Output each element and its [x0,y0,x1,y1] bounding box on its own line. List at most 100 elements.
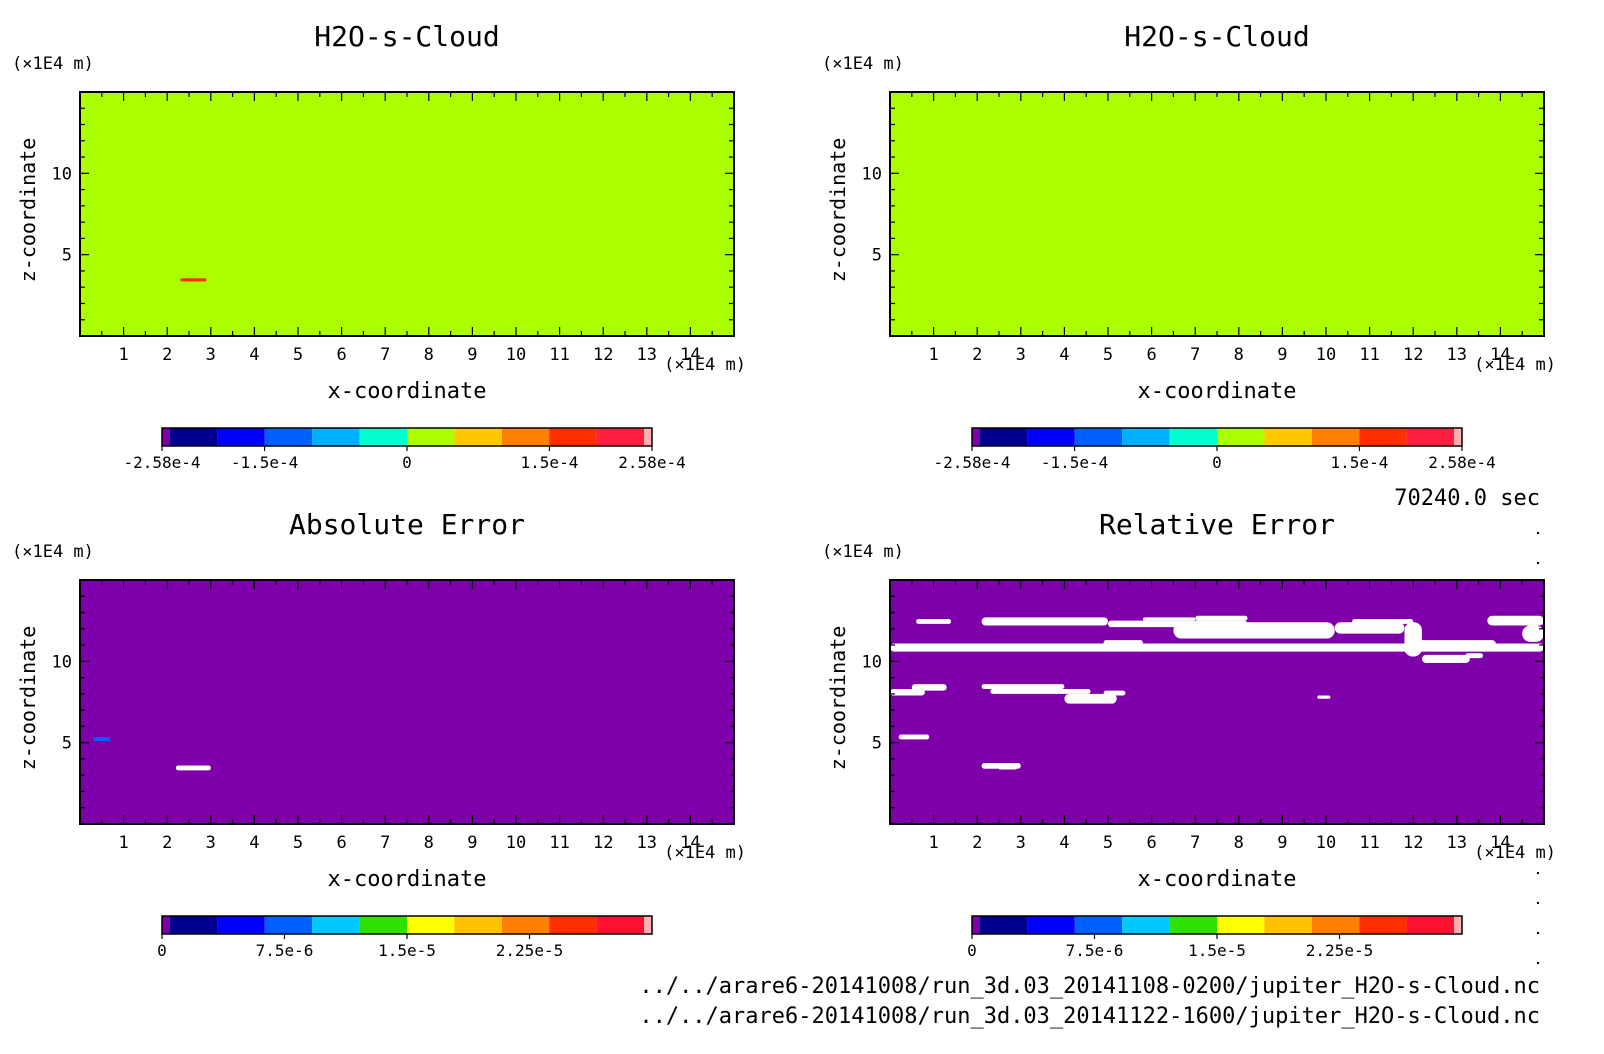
colorbar-swatch [1122,916,1170,934]
colorbar-swatch [596,916,644,934]
x-tick-label: 14 [1490,345,1510,365]
x-tick-label: 10 [506,833,526,853]
x-tick-label: 8 [424,833,434,853]
field-feature [981,763,1021,769]
colorbar-tick-label: 1.5e-4 [521,453,579,472]
field-feature [1142,617,1196,621]
field-feature [1421,654,1470,663]
x-tick-label: 1 [118,345,128,365]
colorbar-swatch [1406,916,1454,934]
colorbar-swatch [1311,916,1360,934]
colorbar-tick-label: -1.5e-4 [231,453,298,472]
x-tick-label: 12 [1403,345,1423,365]
colorbar-tick-label: 7.5e-6 [256,941,314,960]
x-tick-label: 5 [1103,833,1113,853]
y-tick-label: 5 [872,246,882,266]
field-feature [1352,619,1414,624]
colorbar-swatch [980,428,1028,446]
x-tick-label: 2 [162,833,172,853]
colorbar-tick-label: 7.5e-6 [1066,941,1124,960]
colorbar-swatch [644,428,652,446]
y-axis-label: z-coordinate [826,138,850,283]
field-feature [175,765,211,771]
field-feature [890,643,1544,652]
colorbar-tick-label: 2.58e-4 [618,453,685,472]
x-tick-label: 11 [549,833,569,853]
colorbar-swatch [454,916,502,934]
colorbar-swatch [501,428,550,446]
chart-title: H2O-s-Cloud [1124,20,1309,53]
y-tick-label: 5 [872,734,882,754]
colorbar-swatch [162,428,170,446]
colorbar-swatch [359,916,407,934]
colorbar-swatch [1027,916,1075,934]
x-tick-label: 7 [1190,345,1200,365]
y-tick-label: 5 [62,734,72,754]
y-tick-label: 10 [862,164,882,184]
y-tick-label: 5 [62,246,72,266]
x-tick-label: 11 [1359,833,1379,853]
colorbar-swatch [1217,916,1265,934]
x-tick-label: 9 [1277,833,1287,853]
x-tick-label: 10 [1316,345,1336,365]
field-feature [1195,615,1248,621]
colorbar-tick-label: 2.58e-4 [1428,453,1495,472]
field-feature [916,619,952,624]
colorbar-tick-label: 1.5e-4 [1331,453,1389,472]
field-feature [1413,640,1497,649]
x-tick-label: 6 [1146,345,1156,365]
colorbar-swatch [454,428,502,446]
x-axis-label: x-coordinate [1138,379,1297,404]
x-tick-label: 4 [249,345,259,365]
colorbar-tick-label: -2.58e-4 [123,453,200,472]
colorbar-swatch [1311,428,1360,446]
colorbar-swatch [217,916,265,934]
x-tick-label: 14 [1490,833,1510,853]
x-tick-label: 4 [1059,345,1069,365]
x-tick-label: 5 [293,833,303,853]
x-tick-label: 4 [1059,833,1069,853]
colorbar-swatch [1074,428,1123,446]
x-tick-label: 3 [206,345,216,365]
y-tick-label: 10 [52,652,72,672]
colorbar-swatch [162,916,170,934]
colorbar-swatch [549,428,597,446]
x-tick-label: 9 [467,345,477,365]
x-tick-label: 7 [380,345,390,365]
colorbar-swatch [1454,428,1462,446]
colorbar-swatch [1406,428,1454,446]
colorbar-swatch [1454,916,1462,934]
colorbar-swatch [1122,428,1170,446]
field-feature [1173,622,1335,639]
field-feature [1317,695,1331,699]
x-tick-label: 10 [506,345,526,365]
x-axis-label: x-coordinate [328,379,487,404]
colorbar-swatch [170,428,218,446]
x-tick-label: 3 [1016,345,1026,365]
x-tick-label: 8 [424,345,434,365]
x-tick-label: 3 [206,833,216,853]
x-tick-label: 2 [162,345,172,365]
y-unit-label: (×1E4 m) [12,54,94,74]
x-tick-label: 7 [1190,833,1200,853]
field-feature [93,736,111,742]
field-feature [990,688,1091,694]
x-tick-label: 14 [680,345,700,365]
chart-title: H2O-s-Cloud [314,20,499,53]
plot-field [80,92,734,336]
panel-1: H2O-s-Cloud (×1E4 m) (×1E4 m) x-coordinate z… [12,20,746,472]
x-tick-label: 12 [593,345,613,365]
colorbar-swatch [217,428,265,446]
field-feature [1334,622,1405,634]
time-label: 70240.0 sec [1394,486,1540,511]
panel-3: Absolute Error (×1E4 m) (×1E4 m) x-coordina… [12,508,746,960]
y-axis-label: z-coordinate [826,626,850,771]
y-unit-label: (×1E4 m) [12,542,94,562]
x-tick-label: 5 [293,345,303,365]
colorbar-swatch [1169,428,1217,446]
y-unit-label: (×1E4 m) [822,54,904,74]
colorbar-swatch [1264,916,1312,934]
x-tick-label: 6 [336,833,346,853]
colorbar-swatch [407,428,455,446]
